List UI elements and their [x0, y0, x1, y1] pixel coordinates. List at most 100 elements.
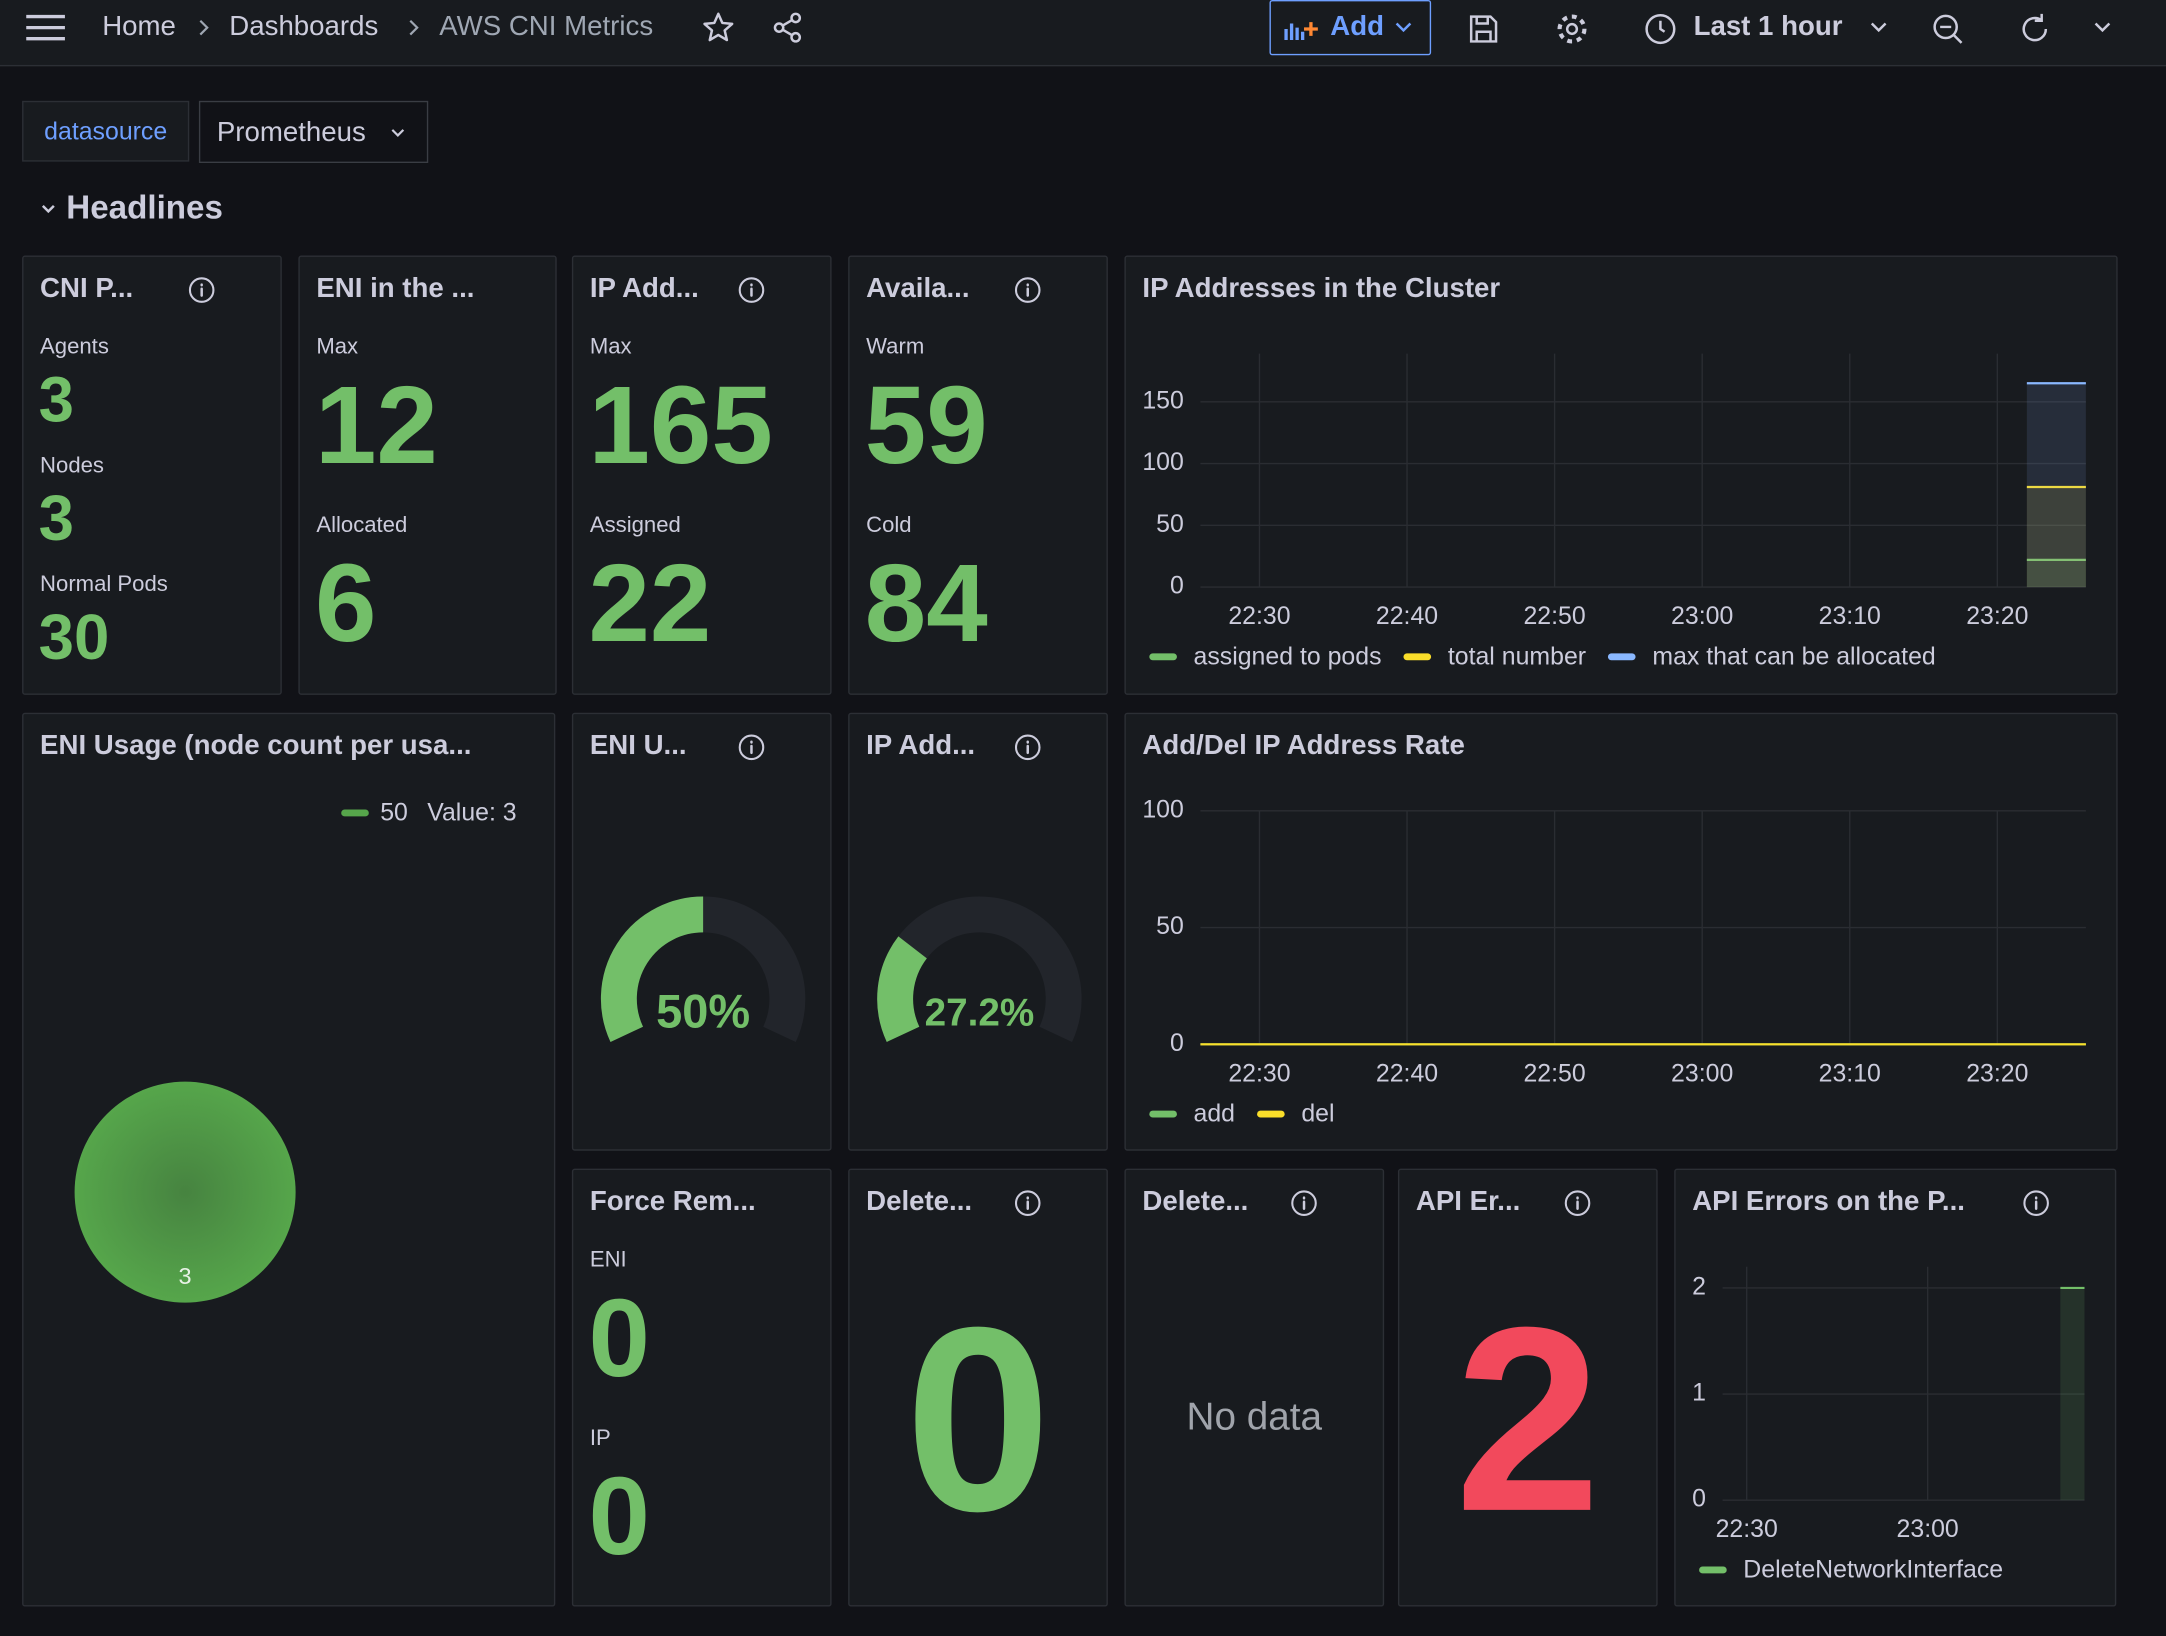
y-tick-label: 100: [1142, 795, 1183, 823]
panel-title: Availa...: [866, 273, 970, 304]
panel: API Er... 2: [1397, 1168, 1658, 1607]
panel-title: Add/Del IP Address Rate: [1142, 730, 1465, 762]
info-icon: [2023, 1190, 2049, 1216]
bubble-label: 3: [179, 1263, 192, 1289]
stat-value: 6: [314, 541, 377, 665]
panel-title: Delete...: [1142, 1186, 1249, 1217]
panel: ENI U... 50%: [571, 712, 832, 1151]
star-icon[interactable]: [702, 11, 735, 44]
panel-title: CNI P...: [40, 273, 134, 304]
x-tick-label: 23:20: [1966, 1059, 2028, 1087]
info-circle: [2023, 1190, 2049, 1216]
stat-label: Allocated: [316, 513, 408, 538]
breadcrumb[interactable]: Dashboards: [229, 11, 379, 43]
info-icon: [1014, 734, 1041, 761]
panel: API Errors on the P... 0 1 2 22:30 23:00 Delet…: [1674, 1168, 2117, 1607]
chevron[interactable]: [2094, 21, 2111, 35]
stat-label: Normal Pods: [40, 573, 168, 597]
save-icon[interactable]: [1467, 12, 1500, 45]
info-circle: [188, 277, 215, 303]
panel-title: Force Rem...: [589, 1186, 756, 1217]
breadcrumb[interactable]: Home: [102, 11, 176, 43]
row-title[interactable]: Headlines: [66, 189, 223, 227]
panel-title: IP Addresses in the Cluster: [1142, 273, 1501, 304]
stat-value: 0: [588, 1453, 650, 1577]
refresh-icon[interactable]: [2018, 12, 2051, 45]
panel-title: ENI Usage (node count per usa...: [40, 730, 472, 762]
series-area: [2026, 487, 2086, 588]
panel: IP Add... Max 165 Assigned 22: [571, 255, 832, 695]
legend: 50 Value: 3: [341, 798, 517, 827]
info-icon: [738, 277, 765, 303]
x-tick-label: 22:30: [1716, 1515, 1778, 1543]
info-icon: [738, 734, 765, 761]
chevron: [199, 19, 209, 36]
x-tick-label: 22:30: [1228, 1059, 1290, 1087]
x-tick-label: 23:10: [1819, 1059, 1881, 1087]
zoom-out-icon[interactable]: [1931, 12, 1964, 45]
panel-title: IP Add...: [866, 730, 976, 762]
panel-title: API Er...: [1415, 1186, 1521, 1217]
legend-name: DeleteNetworkInterface: [1743, 1555, 2004, 1584]
time-range[interactable]: Last 1 hour: [1693, 11, 1843, 43]
no-data: No data: [1186, 1394, 1323, 1438]
panel: IP Addresses in the Cluster 0 50 100 150 22:3…: [1124, 255, 2118, 695]
y-tick-label: 50: [1156, 510, 1184, 538]
panel: Delete... No data: [1124, 1168, 1385, 1607]
gauge: 50%: [600, 896, 806, 1042]
info-circle: [738, 734, 765, 761]
stat-value: 30: [38, 601, 110, 674]
variable-select[interactable]: Prometheus: [198, 100, 429, 164]
legend-swatch: [1149, 653, 1177, 661]
time-series: 0 50 100 150 22:30 22:40 22:50 23:00 23:10 23:20: [1142, 353, 2086, 630]
info-circle: [1291, 1190, 1317, 1216]
panel: Force Rem... ENI 0 IP 0: [571, 1168, 832, 1607]
legend-swatch: [1699, 1566, 1727, 1574]
legend: add del: [1149, 1100, 1356, 1129]
stat-label: Max: [589, 335, 632, 360]
y-tick-label: 1: [1692, 1379, 1706, 1407]
panel: Availa... Warm 59 Cold 84: [848, 255, 1108, 695]
gauge-value: 50%: [656, 985, 750, 1038]
panel: IP Add... 27.2%: [848, 712, 1108, 1151]
panel-title: API Errors on the P...: [1692, 1186, 1965, 1217]
panel: CNI P... Agents 3 Nodes 3 Normal Pods 30: [22, 255, 282, 695]
stat-value: 59: [864, 363, 988, 487]
variable-label-text: datasource: [44, 116, 168, 145]
legend-name: add: [1193, 1099, 1236, 1128]
row-chevron[interactable]: [40, 203, 57, 217]
gauge-value: 27.2%: [925, 992, 1035, 1035]
info-icon: [1014, 277, 1041, 303]
settings-icon[interactable]: [1555, 12, 1588, 45]
info-circle: [1014, 277, 1041, 303]
time-series: 0 1 2 22:30 23:00: [1692, 1266, 2085, 1543]
time-series: 0 50 100 22:30 22:40 22:50 23:00 23:10 23:20: [1142, 795, 2086, 1087]
gauge-arc: [600, 896, 704, 1042]
legend-value: Value: 3: [427, 798, 517, 827]
x-tick-label: 23:00: [1897, 1515, 1959, 1543]
stat-label: Cold: [866, 513, 912, 538]
stat-value: 12: [314, 363, 438, 487]
clock-icon: [1645, 13, 1676, 45]
stat-label: Warm: [866, 335, 925, 360]
series-area: [2026, 559, 2086, 588]
stat-value: 22: [588, 541, 712, 665]
gauge: 27.2%: [877, 896, 1082, 1042]
stat-value: 165: [588, 363, 773, 487]
add-icon: [1284, 22, 1318, 41]
x-tick-label: 22:50: [1523, 602, 1585, 630]
legend-name: max that can be allocated: [1652, 642, 1936, 670]
share-icon[interactable]: [771, 11, 804, 44]
add-button[interactable]: Add: [1269, 0, 1432, 56]
menu-icon[interactable]: [25, 14, 66, 42]
legend-name: assigned to pods: [1193, 642, 1382, 670]
panel: ENI Usage (node count per usa... 3 50 Value…: [22, 712, 556, 1607]
stat-value: 3: [38, 482, 75, 555]
info-circle: [1014, 1190, 1041, 1216]
panel-title: IP Add...: [589, 273, 699, 304]
legend-name: del: [1301, 1099, 1335, 1128]
bar: [2060, 1287, 2085, 1501]
x-tick-label: 22:40: [1376, 1059, 1438, 1087]
